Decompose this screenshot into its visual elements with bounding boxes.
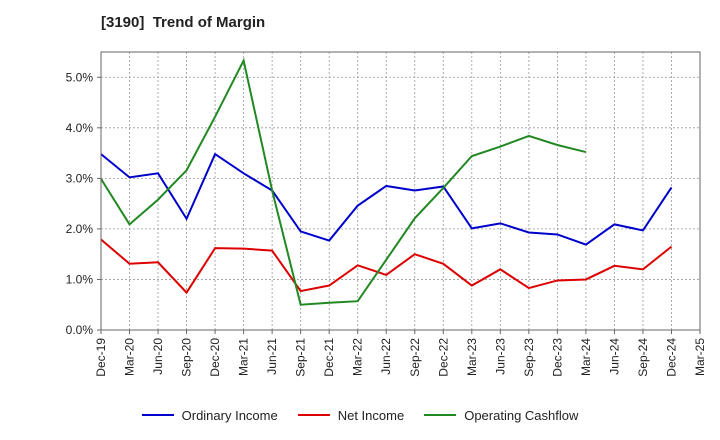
series-line-ordinary-income [100,152,673,246]
plot-area [101,52,700,330]
x-tick-label: Jun-24 [607,338,621,375]
x-tick-label: Jun-23 [493,338,507,375]
x-axis-ticks: Dec-19 Mar-20 Jun-20 Sep-20 Dec-20 Mar-21 Jun-… [94,330,707,377]
x-tick-label: Mar-21 [237,338,251,376]
y-tick-label: 5.0% [66,70,94,84]
series-lines [100,57,673,306]
legend-item-ordinary-income: Ordinary Income [141,407,278,423]
x-tick-label: Sep-24 [636,338,650,377]
legend-item-operating-cashflow: Operating Cashflow [424,408,578,423]
x-tick-label: Sep-23 [522,338,536,377]
x-tick-label: Sep-20 [180,338,194,377]
y-tick-label: 3.0% [66,171,94,185]
y-tick-label: 2.0% [66,222,94,236]
y-tick-label: 4.0% [66,121,94,135]
x-tick-label: Sep-22 [408,338,422,377]
x-tick-label: Mar-20 [123,338,137,376]
legend-label-operating-cashflow: Operating Cashflow [464,407,579,423]
y-axis-ticks: 0.0% 1.0% 2.0% 3.0% 4.0% 5.0% [66,70,101,337]
y-tick-label: 0.0% [66,323,94,337]
y-tick-label: 1.0% [66,272,94,286]
legend-label-ordinary-income: Ordinary Income [181,407,278,423]
legend-swatch-ordinary-income [141,414,174,416]
x-tick-label: Dec-23 [550,338,564,377]
x-tick-label: Dec-22 [436,338,450,377]
x-tick-label: Jun-20 [151,338,165,375]
x-tick-label: Mar-24 [579,338,593,376]
x-tick-label: Dec-21 [322,338,336,377]
x-tick-label: Mar-22 [351,338,365,376]
x-tick-label: Mar-23 [465,338,479,376]
series-line-operating-cashflow [100,57,587,306]
x-tick-label: Dec-20 [208,338,222,377]
x-tick-label: Dec-19 [94,338,108,377]
x-tick-label: Mar-25 [693,338,707,376]
x-tick-label: Dec-24 [664,338,678,377]
x-tick-label: Sep-21 [294,338,308,377]
legend-swatch-operating-cashflow [424,414,457,416]
x-tick-label: Jun-22 [379,338,393,375]
legend-swatch-net-income [297,414,330,416]
x-tick-label: Jun-21 [265,338,279,375]
series-line-net-income [100,238,673,295]
legend-label-net-income: Net Income [337,407,405,423]
chart-title: [3190] Trend of Margin [101,14,266,31]
legend: Ordinary Income Net Income Operating Cas… [0,404,720,426]
plot-frame [100,51,701,331]
legend-item-net-income: Net Income [297,407,405,423]
